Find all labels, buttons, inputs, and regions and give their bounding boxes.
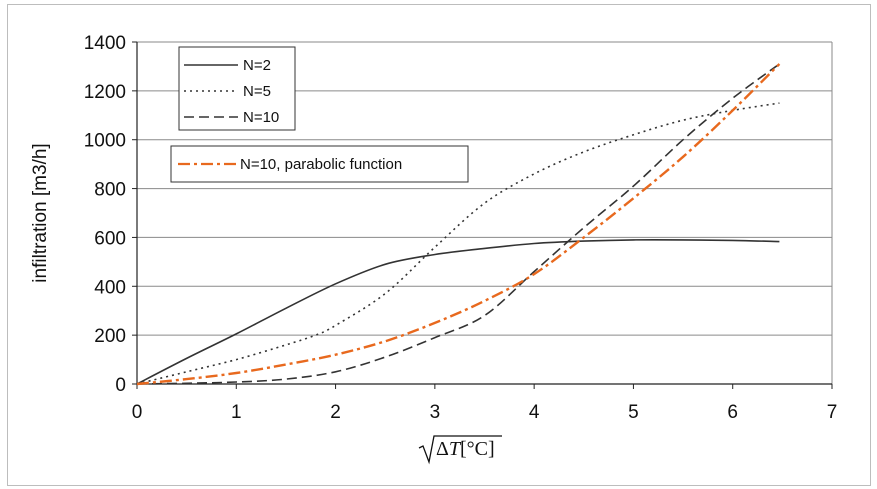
x-tick-label-2: 2 (330, 402, 341, 423)
legend-label-n5: N=5 (243, 83, 271, 100)
x-label-delta: Δ (436, 438, 449, 460)
x-tick-label-0: 0 (132, 402, 143, 423)
y-tick-label-4: 800 (94, 180, 126, 201)
series-line-0 (136, 238, 780, 385)
series-line-3 (136, 63, 781, 386)
y-tick-label-5: 1000 (84, 131, 126, 152)
series-line-1 (136, 102, 780, 385)
y-tick-label-7: 1400 (84, 33, 126, 54)
x-axis-label: ΔT[°C] (418, 435, 502, 465)
legend-label-n2: N=2 (243, 57, 271, 74)
x-tick-label-1: 1 (231, 402, 242, 423)
legend-box-1: N=2 N=5 N=10 (178, 46, 296, 131)
chart-frame (7, 4, 871, 486)
x-tick-label-6: 6 (727, 402, 738, 423)
y-tick-label-1: 200 (94, 326, 126, 347)
series-line-2 (136, 63, 780, 385)
x-tick-label-7: 7 (827, 402, 838, 423)
legend-box-2: N=10, parabolic function (170, 145, 469, 183)
y-tick-label-0: 0 (115, 375, 126, 396)
x-tick-label-5: 5 (628, 402, 639, 423)
sqrt-sign (418, 435, 502, 465)
x-tick-label-4: 4 (529, 402, 540, 423)
x-label-var: T (449, 438, 462, 460)
y-tick-label-2: 400 (94, 277, 126, 298)
y-axis-label: infiltration [m3/h] (30, 143, 51, 282)
svg-text:ΔT[°C]: ΔT[°C] (436, 438, 495, 460)
y-tick-label-6: 1200 (84, 82, 126, 103)
tick-labels: 0 200 400 600 800 1000 1200 1400 0 1 2 3 4 5 6 7 (84, 33, 838, 423)
x-label-unit: [°C] (460, 438, 495, 460)
x-tick-label-3: 3 (430, 402, 441, 423)
series-group (136, 63, 781, 386)
legend-label-parabolic: N=10, parabolic function (240, 156, 402, 173)
axes (132, 41, 833, 389)
legend-label-n10: N=10 (243, 109, 279, 126)
y-tick-label-3: 600 (94, 228, 126, 249)
